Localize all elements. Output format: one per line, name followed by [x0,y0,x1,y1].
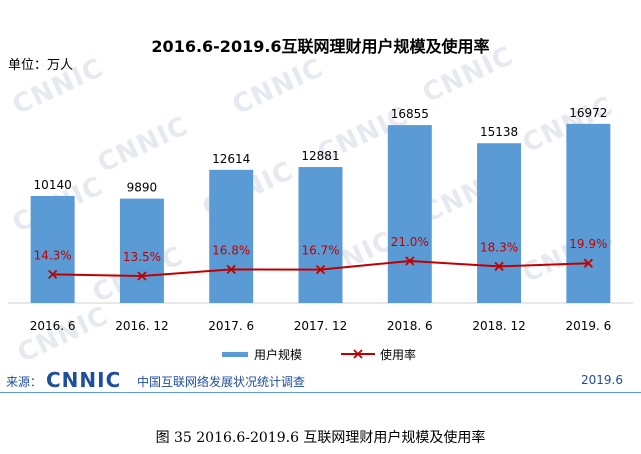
chart-plot: 10140 2016. 6 9890 2016. 12 12614 2017. 6 1288… [8,106,633,333]
figure-caption: 图 35 2016.6-2019.6 互联网理财用户规模及使用率 [155,430,486,446]
bar [298,167,343,303]
rate-value-label: 16.7% [301,244,339,258]
rate-value-label: 21.0% [391,235,429,249]
unit-label: 单位：万人 [8,58,74,73]
x-tick-label: 2017. 12 [294,319,347,333]
bar [566,123,611,304]
x-tick-label: 2017. 6 [208,319,254,333]
x-tick-label: 2016. 12 [115,319,168,333]
bar-value-label: 9890 [127,181,158,195]
bar-value-label: 10140 [34,178,72,192]
bar-value-label: 15138 [480,125,518,139]
rate-marker [405,256,415,266]
rate-value-label: 18.3% [480,240,518,254]
bar-value-label: 12881 [301,149,339,163]
bar [119,198,164,303]
bar-value-label: 16972 [569,106,607,120]
legend-swatch-line [341,349,375,359]
cnnic-logo: CNNIC [46,368,122,392]
x-tick-label: 2018. 6 [387,319,433,333]
source-date: 2019.6 [581,373,623,387]
rate-marker [494,261,504,272]
chart-legend: 用户规模 使用率 [0,346,641,362]
rate-marker [315,264,326,275]
source-prefix: 来源： [6,375,43,389]
rate-value-label: 13.5% [123,250,161,264]
x-tick-label: 2019. 6 [565,319,611,333]
bar [477,143,522,303]
bar-value-label: 12614 [212,152,250,166]
x-tick-label: 2016. 6 [30,319,76,333]
rate-marker [137,271,147,281]
rate-value-label: 16.8% [212,243,250,257]
legend-swatch-bar [222,352,248,357]
rate-value-label: 19.9% [569,237,607,251]
rate-value-label: 14.3% [34,248,72,262]
source-row: 来源： CNNIC 中国互联网络发展状况统计调查 2019.6 [0,368,641,393]
source-text: 中国互联网络发展状况统计调查 [137,375,306,389]
rate-marker [226,264,236,275]
x-tick-label: 2018. 12 [472,319,525,333]
rate-marker [48,269,58,280]
legend-label-bar: 用户规模 [254,348,303,362]
bar-value-label: 16855 [391,107,429,121]
chart-title: 2016.6-2019.6互联网理财用户规模及使用率 [151,37,490,56]
legend-label-line: 使用率 [380,348,417,362]
bar [209,169,254,303]
bar [30,195,75,303]
bar [387,125,432,303]
rate-marker [583,258,593,268]
